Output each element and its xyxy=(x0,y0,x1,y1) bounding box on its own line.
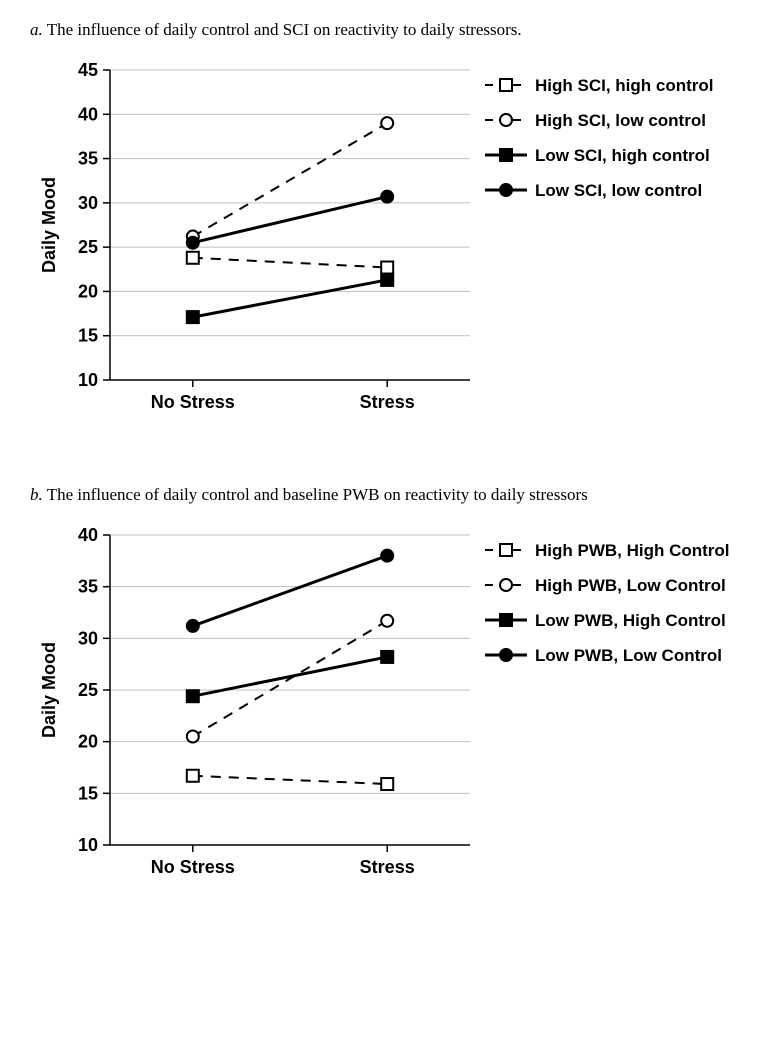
legend-label: Low SCI, high control xyxy=(535,146,710,165)
caption-a-label: a. xyxy=(30,20,43,39)
x-category-label: Stress xyxy=(360,392,415,412)
caption-a: a. The influence of daily control and SC… xyxy=(30,20,736,40)
y-axis-label: Daily Mood xyxy=(39,642,59,738)
marker-circle xyxy=(381,117,393,129)
caption-b-text: The influence of daily control and basel… xyxy=(47,485,588,504)
marker-square xyxy=(500,614,512,626)
legend-label: High PWB, High Control xyxy=(535,541,730,560)
x-category-label: No Stress xyxy=(151,392,235,412)
caption-b-label: b. xyxy=(30,485,43,504)
marker-circle xyxy=(500,649,512,661)
y-tick-label: 45 xyxy=(78,60,98,80)
caption-b: b. The influence of daily control and ba… xyxy=(30,485,736,505)
y-tick-label: 20 xyxy=(78,732,98,752)
y-axis-label: Daily Mood xyxy=(39,177,59,273)
chart-a-container: 10 15 20 25 30 35 40 45 No Stress Stress Daily Moo… xyxy=(30,50,736,445)
y-tick-label: 20 xyxy=(78,281,98,301)
marker-circle xyxy=(187,237,199,249)
marker-square xyxy=(187,252,199,264)
marker-circle xyxy=(381,615,393,627)
x-category-label: No Stress xyxy=(151,857,235,877)
marker-square xyxy=(500,544,512,556)
marker-circle xyxy=(500,114,512,126)
marker-square xyxy=(500,79,512,91)
caption-a-text: The influence of daily control and SCI o… xyxy=(47,20,522,39)
plot-background xyxy=(110,70,470,380)
chart-b-container: 10 15 20 25 30 35 40 No Stress Stress Daily Mood H… xyxy=(30,515,736,910)
y-tick-label: 30 xyxy=(78,193,98,213)
legend-label: High SCI, low control xyxy=(535,111,706,130)
y-tick-label: 35 xyxy=(78,149,98,169)
legend-label: Low PWB, High Control xyxy=(535,611,726,630)
y-tick-label: 15 xyxy=(78,326,98,346)
legend-label: High PWB, Low Control xyxy=(535,576,726,595)
marker-square xyxy=(187,690,199,702)
legend-label: Low SCI, low control xyxy=(535,181,702,200)
marker-square xyxy=(381,274,393,286)
x-category-label: Stress xyxy=(360,857,415,877)
marker-square xyxy=(381,262,393,274)
legend-label: High SCI, high control xyxy=(535,76,713,95)
marker-circle xyxy=(187,620,199,632)
marker-circle xyxy=(500,579,512,591)
y-tick-label: 40 xyxy=(78,104,98,124)
y-tick-label: 10 xyxy=(78,370,98,390)
y-tick-label: 35 xyxy=(78,577,98,597)
marker-square xyxy=(187,770,199,782)
y-tick-label: 30 xyxy=(78,628,98,648)
marker-square xyxy=(187,311,199,323)
y-tick-label: 15 xyxy=(78,783,98,803)
y-tick-label: 25 xyxy=(78,237,98,257)
y-tick-label: 40 xyxy=(78,525,98,545)
marker-square xyxy=(381,778,393,790)
y-tick-label: 10 xyxy=(78,835,98,855)
chart-b: 10 15 20 25 30 35 40 No Stress Stress Daily Mood H… xyxy=(30,515,730,905)
marker-square xyxy=(500,149,512,161)
marker-square xyxy=(381,651,393,663)
y-tick-label: 25 xyxy=(78,680,98,700)
marker-circle xyxy=(500,184,512,196)
legend-label: Low PWB, Low Control xyxy=(535,646,722,665)
marker-circle xyxy=(381,191,393,203)
marker-circle xyxy=(381,550,393,562)
marker-circle xyxy=(187,731,199,743)
chart-a: 10 15 20 25 30 35 40 45 No Stress Stress Daily Moo… xyxy=(30,50,730,440)
